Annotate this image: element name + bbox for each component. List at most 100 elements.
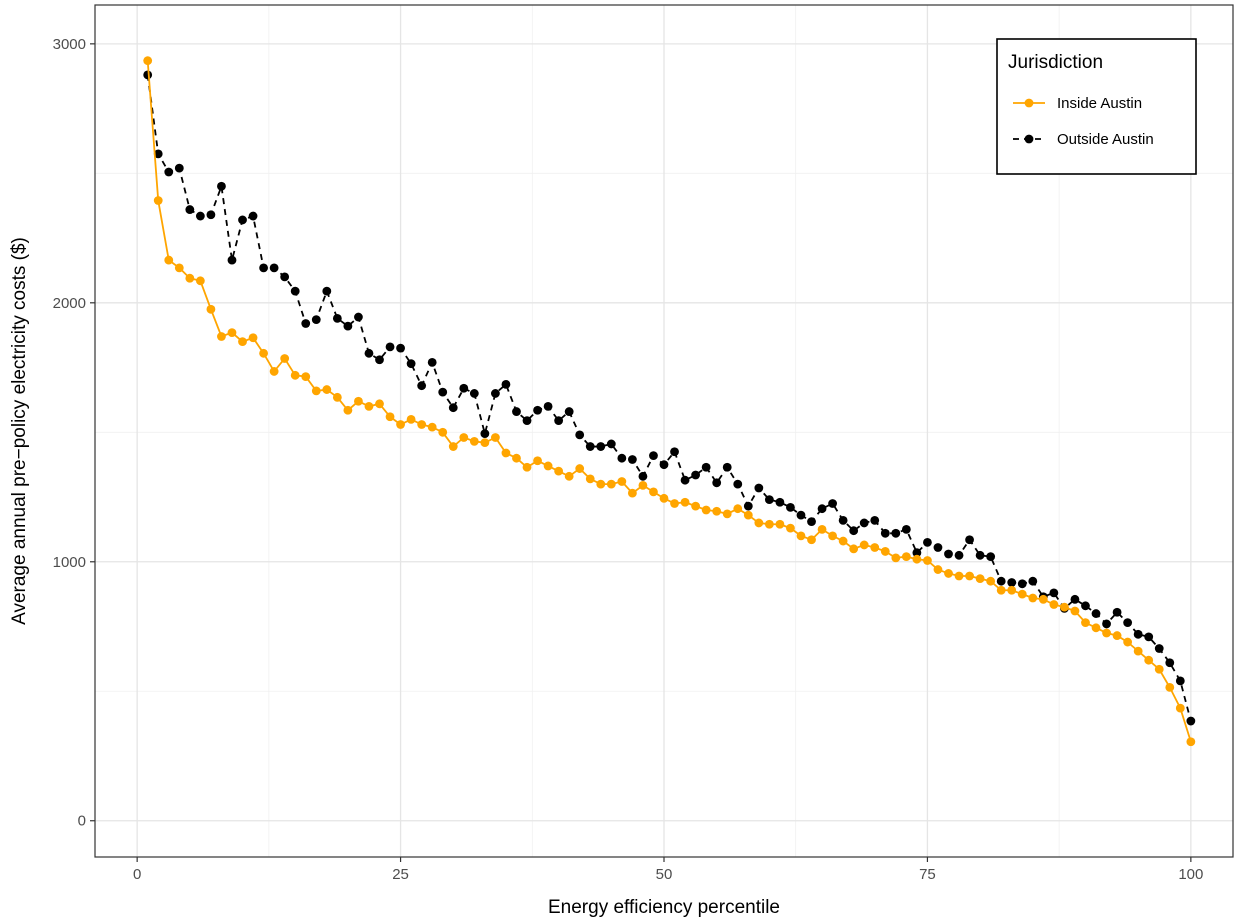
- data-point: [1144, 632, 1154, 642]
- data-point: [1028, 576, 1038, 586]
- data-point: [1081, 601, 1090, 611]
- data-point: [396, 343, 405, 353]
- data-point: [480, 429, 490, 438]
- data-point: [944, 569, 953, 578]
- data-point: [301, 372, 311, 382]
- data-point: [1165, 682, 1175, 692]
- data-point: [311, 315, 321, 325]
- data-point: [311, 386, 321, 396]
- data-point: [649, 487, 658, 497]
- data-point: [996, 576, 1006, 586]
- data-point: [754, 483, 764, 493]
- data-point: [469, 436, 479, 446]
- data-point: [617, 477, 627, 486]
- x-tick-label: 25: [392, 866, 409, 883]
- data-point: [1175, 676, 1185, 686]
- data-point: [891, 553, 901, 563]
- data-point: [459, 383, 469, 393]
- data-point: [554, 466, 564, 476]
- data-point: [691, 501, 701, 511]
- data-point: [1175, 703, 1185, 713]
- data-point: [332, 392, 342, 402]
- data-point: [301, 319, 311, 328]
- legend-title: Jurisdiction: [1008, 52, 1103, 73]
- data-point: [406, 359, 416, 369]
- data-point: [491, 433, 500, 442]
- data-point: [838, 536, 848, 546]
- data-point: [280, 272, 290, 282]
- data-point: [480, 438, 490, 448]
- data-point: [491, 389, 500, 398]
- data-point: [754, 518, 764, 528]
- data-point: [238, 337, 247, 347]
- data-point: [901, 525, 911, 534]
- data-point: [195, 276, 205, 286]
- data-point: [786, 503, 795, 512]
- data-point: [143, 56, 153, 66]
- data-point: [554, 416, 564, 426]
- data-point: [870, 515, 880, 525]
- data-point: [764, 519, 774, 529]
- data-point: [1133, 646, 1143, 656]
- data-point: [364, 348, 374, 358]
- data-point: [290, 286, 300, 296]
- data-point: [269, 263, 279, 273]
- data-point: [564, 407, 574, 416]
- data-point: [743, 501, 753, 511]
- data-point: [1186, 737, 1196, 747]
- data-point: [1123, 637, 1133, 647]
- data-point: [912, 554, 922, 564]
- data-point: [680, 475, 690, 485]
- data-point: [438, 427, 448, 437]
- data-point: [238, 215, 247, 225]
- data-point: [406, 414, 416, 424]
- y-tick-label: 0: [78, 813, 86, 830]
- data-point: [627, 455, 637, 464]
- legend-key-point: [1024, 134, 1034, 144]
- series-line-inside-austin: [146, 60, 1192, 743]
- data-point: [1091, 609, 1101, 618]
- data-point: [627, 488, 637, 498]
- data-point: [817, 504, 827, 514]
- data-point: [396, 420, 405, 429]
- data-point: [722, 509, 732, 519]
- data-point: [438, 387, 448, 397]
- data-point: [923, 556, 932, 565]
- data-point: [701, 462, 711, 472]
- series-layer: [143, 56, 1196, 747]
- data-point: [164, 255, 174, 265]
- series-outside-austin: [143, 70, 1196, 726]
- data-point: [153, 149, 163, 159]
- data-point: [796, 531, 806, 541]
- data-point: [174, 263, 184, 273]
- data-point: [522, 416, 532, 426]
- data-point: [954, 571, 964, 581]
- data-point: [364, 402, 374, 411]
- series-line-outside-austin: [146, 74, 1192, 722]
- data-point: [828, 531, 837, 541]
- data-point: [1144, 655, 1154, 665]
- data-point: [965, 535, 974, 545]
- legend-label: Inside Austin: [1057, 95, 1142, 112]
- data-point: [1133, 629, 1143, 639]
- data-point: [543, 461, 553, 471]
- data-point: [143, 70, 153, 80]
- data-point: [185, 273, 195, 283]
- data-point: [659, 460, 669, 470]
- data-point: [248, 211, 258, 221]
- data-point: [354, 396, 363, 406]
- data-point: [912, 548, 922, 558]
- data-point: [1017, 589, 1027, 599]
- data-point: [1186, 716, 1196, 726]
- data-point: [786, 523, 795, 533]
- data-point: [733, 504, 743, 514]
- data-point: [206, 304, 216, 314]
- data-point: [764, 495, 774, 505]
- data-point: [733, 479, 743, 489]
- data-point: [817, 525, 827, 534]
- data-point: [174, 163, 184, 173]
- data-point: [1154, 644, 1164, 653]
- x-tick-label: 0: [133, 866, 141, 883]
- data-point: [638, 480, 648, 490]
- data-point: [807, 517, 816, 527]
